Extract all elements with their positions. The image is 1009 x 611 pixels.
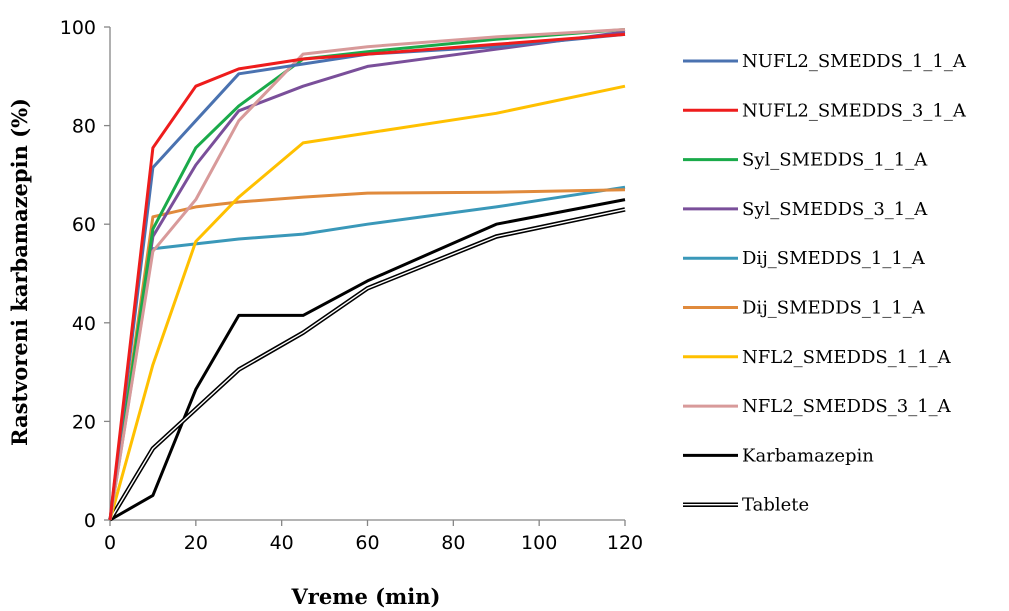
- x-tick-label: 100: [521, 532, 557, 554]
- series-line-inner-tablete-9: [109, 208, 626, 521]
- legend-label: NFL2_SMEDDS_3_1_A: [742, 396, 952, 417]
- y-tick-label: 100: [60, 17, 96, 39]
- series-line-nufl2-smedds-3-1-a-1: [108, 32, 626, 521]
- series-lines: [108, 28, 626, 522]
- legend-label: NFL2_SMEDDS_1_1_A: [742, 347, 952, 368]
- axes: 0 20 40 60 80 100 0 20 40 60 80 100 120: [60, 17, 643, 554]
- series-line-karbamazepin-8: [109, 198, 626, 522]
- series-line-tablete-9: [108, 207, 626, 522]
- x-axis-title: Vreme (min): [291, 584, 441, 609]
- series-line-dij-smedds-1-1-a-5: [108, 188, 626, 521]
- series-line-nfl2-smedds-3-1-a-7: [108, 28, 626, 521]
- y-tick-label: 60: [72, 214, 96, 236]
- legend-label: NUFL2_SMEDDS_1_1_A: [742, 51, 967, 72]
- x-tick-label: 120: [607, 532, 643, 554]
- x-tick-label: 0: [104, 532, 116, 554]
- y-axis-title: Rastvoreni karbamazepin (%): [7, 98, 32, 446]
- series-line-dij-smedds-1-1-a-4: [108, 185, 626, 521]
- y-tick-label: 0: [84, 510, 96, 532]
- y-tick-label: 20: [72, 411, 96, 433]
- legend: NUFL2_SMEDDS_1_1_A NUFL2_SMEDDS_3_1_A Syl_…: [683, 51, 967, 516]
- legend-label: Dij_SMEDDS_1_1_A: [742, 248, 926, 269]
- series-line-syl-smedds-3-1-a-3: [108, 30, 626, 521]
- series-line-syl-smedds-1-1-a-2: [108, 28, 626, 521]
- x-tick-label: 40: [270, 532, 294, 554]
- x-tick-label: 20: [184, 532, 208, 554]
- y-tick-label: 40: [72, 313, 96, 335]
- x-tick-label: 80: [441, 532, 465, 554]
- legend-label: Tablete: [742, 495, 809, 516]
- legend-label: Syl_SMEDDS_1_1_A: [742, 150, 928, 171]
- series-line-nufl2-smedds-1-1-a-0: [108, 32, 626, 521]
- x-tick-label: 60: [355, 532, 379, 554]
- legend-label: Dij_SMEDDS_1_1_A: [742, 298, 926, 319]
- legend-label: Syl_SMEDDS_3_1_A: [742, 199, 928, 220]
- series-line-nfl2-smedds-1-1-a-6: [108, 84, 626, 521]
- legend-label: NUFL2_SMEDDS_3_1_A: [742, 100, 967, 121]
- y-tick-label: 80: [72, 116, 96, 138]
- legend-label: Karbamazepin: [742, 445, 874, 466]
